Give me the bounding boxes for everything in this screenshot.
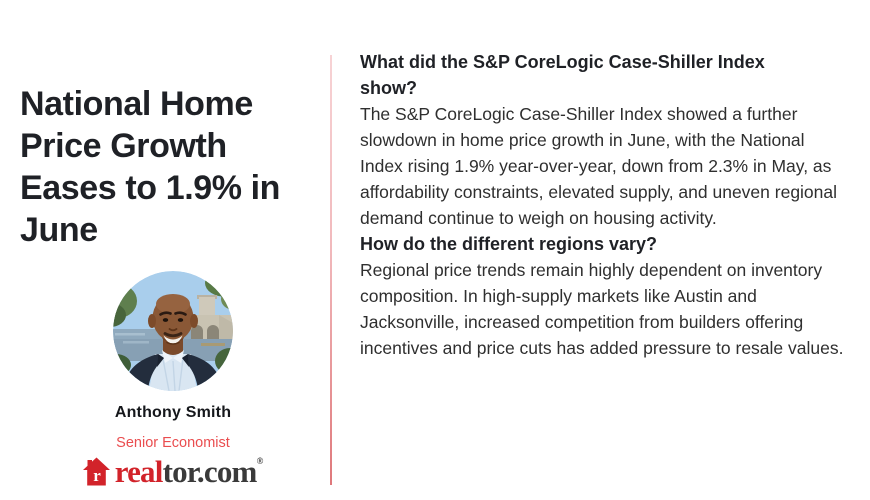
realtor-logo: r realtor.com® bbox=[20, 456, 326, 487]
author-title: Senior Economist bbox=[116, 435, 230, 451]
realtor-wordmark: realtor.com® bbox=[115, 456, 264, 487]
headline: National Home Price Growth Eases to 1.9%… bbox=[20, 85, 281, 249]
author-photo-image bbox=[113, 271, 233, 391]
answer-1: The S&P CoreLogic Case-Shiller Index sho… bbox=[360, 104, 838, 228]
answer-2: Regional price trends remain highly depe… bbox=[360, 260, 844, 358]
realtor-wordmark-real: real bbox=[114, 454, 164, 489]
realtor-house-icon: r bbox=[82, 457, 110, 486]
qa-block-1: What did the S&P CoreLogic Case-Shiller … bbox=[360, 49, 850, 231]
question-2: How do the different regions vary? bbox=[360, 234, 658, 254]
divider-line bbox=[330, 55, 332, 485]
trademark-symbol: ® bbox=[256, 456, 264, 466]
question-1: What did the S&P CoreLogic Case-Shiller … bbox=[360, 52, 765, 98]
realtor-house-letter: r bbox=[93, 466, 101, 485]
qa-column: What did the S&P CoreLogic Case-Shiller … bbox=[360, 49, 850, 361]
author-photo bbox=[113, 271, 233, 391]
qa-block-2: How do the different regions vary? Regio… bbox=[360, 231, 850, 361]
author-name: Anthony Smith bbox=[114, 404, 232, 421]
realtor-wordmark-rest: tor.com bbox=[162, 454, 258, 489]
